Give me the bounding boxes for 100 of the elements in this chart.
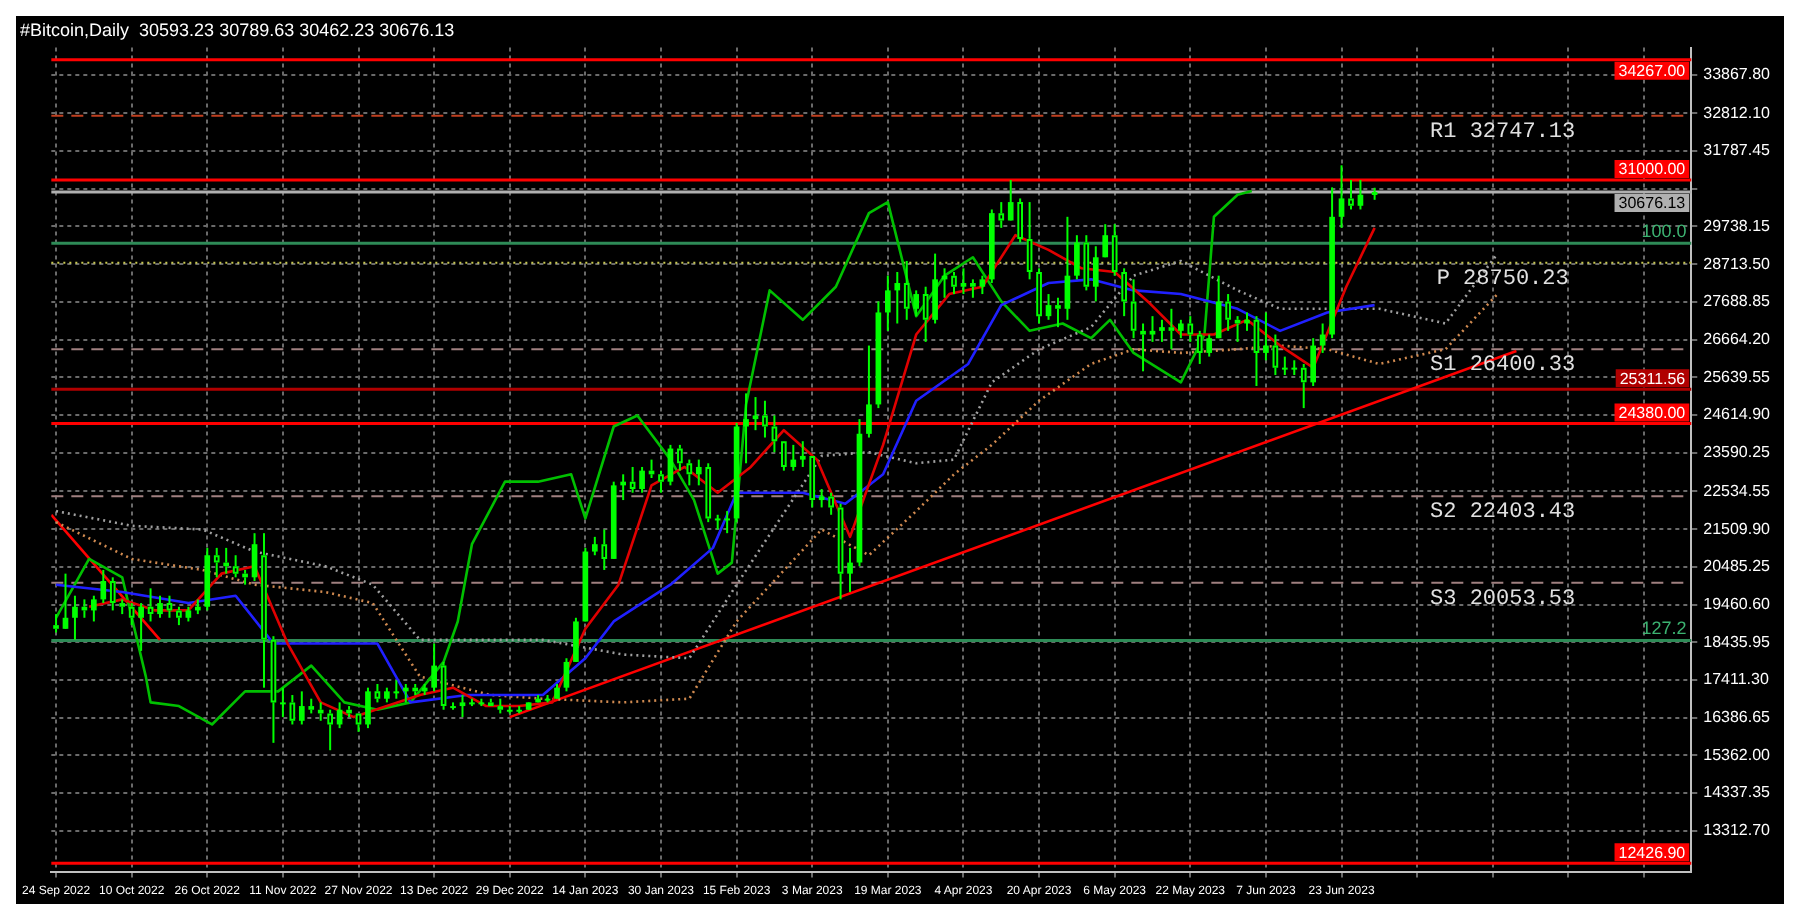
ref-line-label: 24380.00 <box>1618 403 1687 422</box>
candlestick <box>1102 223 1109 259</box>
candlestick <box>1130 278 1137 340</box>
candlestick <box>648 458 655 479</box>
candlestick <box>1036 267 1042 325</box>
candlestick <box>223 546 230 575</box>
candlestick <box>1026 201 1033 281</box>
y-tick-label: 20485.25 <box>1703 557 1772 576</box>
y-tick-label: 15362.00 <box>1703 745 1772 764</box>
candlestick <box>1159 318 1165 343</box>
chart-title: #Bitcoin,Daily 30593.23 30789.63 30462.23 30676.13 <box>20 19 455 40</box>
candlestick <box>355 712 362 733</box>
candlestick <box>109 576 116 612</box>
y-tick-label: 25639.55 <box>1703 367 1772 386</box>
candlestick <box>1253 315 1260 388</box>
candlestick <box>922 285 929 343</box>
y-tick-label: 19460.60 <box>1703 594 1772 613</box>
candlestick <box>261 532 267 689</box>
candlestick <box>1348 179 1354 211</box>
ref-line-label: S1 26400.33 <box>1430 354 1576 379</box>
candlestick <box>1092 245 1099 303</box>
annotation: 100.0 <box>1641 221 1687 242</box>
y-tick-label: 21509.90 <box>1703 519 1772 538</box>
y-tick-label: 28713.50 <box>1703 254 1772 273</box>
y-tick-label: 32812.10 <box>1703 103 1772 122</box>
ref-line-label: P 28750.23 <box>1436 267 1569 292</box>
candlestick <box>743 392 749 465</box>
candlestick <box>157 594 163 619</box>
y-tick-label: 24614.90 <box>1703 405 1772 424</box>
candlestick <box>232 554 239 579</box>
candlestick <box>639 465 645 494</box>
candlestick <box>128 602 135 627</box>
candlestick <box>970 278 976 299</box>
y-tick-label: 31787.45 <box>1703 141 1772 160</box>
candlestick <box>960 267 967 296</box>
candlestick <box>100 568 107 605</box>
y-tick-label: 18435.95 <box>1703 632 1772 651</box>
candlestick <box>289 694 296 726</box>
candlestick <box>440 660 447 711</box>
ref-line-label: 31000.00 <box>1618 160 1687 179</box>
candlestick <box>1121 267 1127 318</box>
candlestick <box>280 686 286 719</box>
candlestick <box>686 458 693 487</box>
candlestick <box>1168 307 1175 351</box>
y-tick-label: 14337.35 <box>1703 783 1772 802</box>
y-tick-label: 13312.70 <box>1703 821 1772 840</box>
candlestick <box>1234 315 1241 343</box>
ref-line-label: 30676.13 <box>1618 194 1687 213</box>
y-tick-label: 22534.55 <box>1703 481 1772 500</box>
candlestick <box>53 613 59 634</box>
candlestick <box>677 443 683 472</box>
candlestick <box>847 546 853 594</box>
candlestick <box>317 701 324 722</box>
ref-line-label: 34267.00 <box>1618 62 1687 81</box>
candlestick <box>752 396 759 432</box>
candlestick <box>1263 311 1269 362</box>
candlestick <box>771 414 778 454</box>
ref-line-label: S2 22403.43 <box>1430 501 1576 526</box>
ref-line-label: S3 20053.53 <box>1430 587 1576 612</box>
candlestick <box>374 682 381 704</box>
y-tick-label: 33867.80 <box>1703 64 1772 83</box>
candlestick <box>1111 223 1118 277</box>
candlestick <box>166 594 173 619</box>
candlestick <box>762 399 768 439</box>
candlestick <box>1055 296 1061 329</box>
candlestick <box>81 598 88 619</box>
candlestick <box>91 594 97 623</box>
candlestick <box>213 546 220 579</box>
candlestick <box>866 344 872 439</box>
y-tick-label: 16386.65 <box>1703 708 1772 726</box>
ref-line-label: 25311.56 <box>1619 369 1687 388</box>
candlestick <box>365 686 371 730</box>
y-tick-label: 29738.15 <box>1703 216 1772 235</box>
candlestick <box>138 602 144 652</box>
ref-line-label: 12426.90 <box>1618 843 1687 862</box>
y-tick-label: 23590.25 <box>1703 443 1772 462</box>
annotation: 127.2 <box>1641 618 1687 639</box>
candlestick <box>1149 315 1156 343</box>
candlestick <box>327 708 333 752</box>
candlestick <box>431 642 437 693</box>
y-tick-label: 27688.85 <box>1703 292 1772 311</box>
candlestick <box>1225 293 1231 332</box>
candlestick <box>147 587 154 623</box>
candlestick <box>573 616 579 663</box>
candlestick <box>951 270 957 296</box>
candlestick <box>1140 322 1146 373</box>
candlestick <box>459 694 466 719</box>
candlestick <box>270 635 277 744</box>
candlestick <box>1338 164 1345 229</box>
ref-line-label: R1 32747.13 <box>1430 120 1576 145</box>
candlestick <box>932 252 938 325</box>
candlestick <box>72 594 78 641</box>
y-tick-label: 26664.20 <box>1703 329 1772 348</box>
candlestick <box>658 469 664 494</box>
candlestick <box>629 465 636 494</box>
y-tick-label: 17411.30 <box>1703 670 1770 689</box>
candlestick <box>894 270 901 325</box>
candlestick <box>837 502 844 601</box>
candlestick <box>1272 333 1279 376</box>
candlestick <box>176 605 182 627</box>
